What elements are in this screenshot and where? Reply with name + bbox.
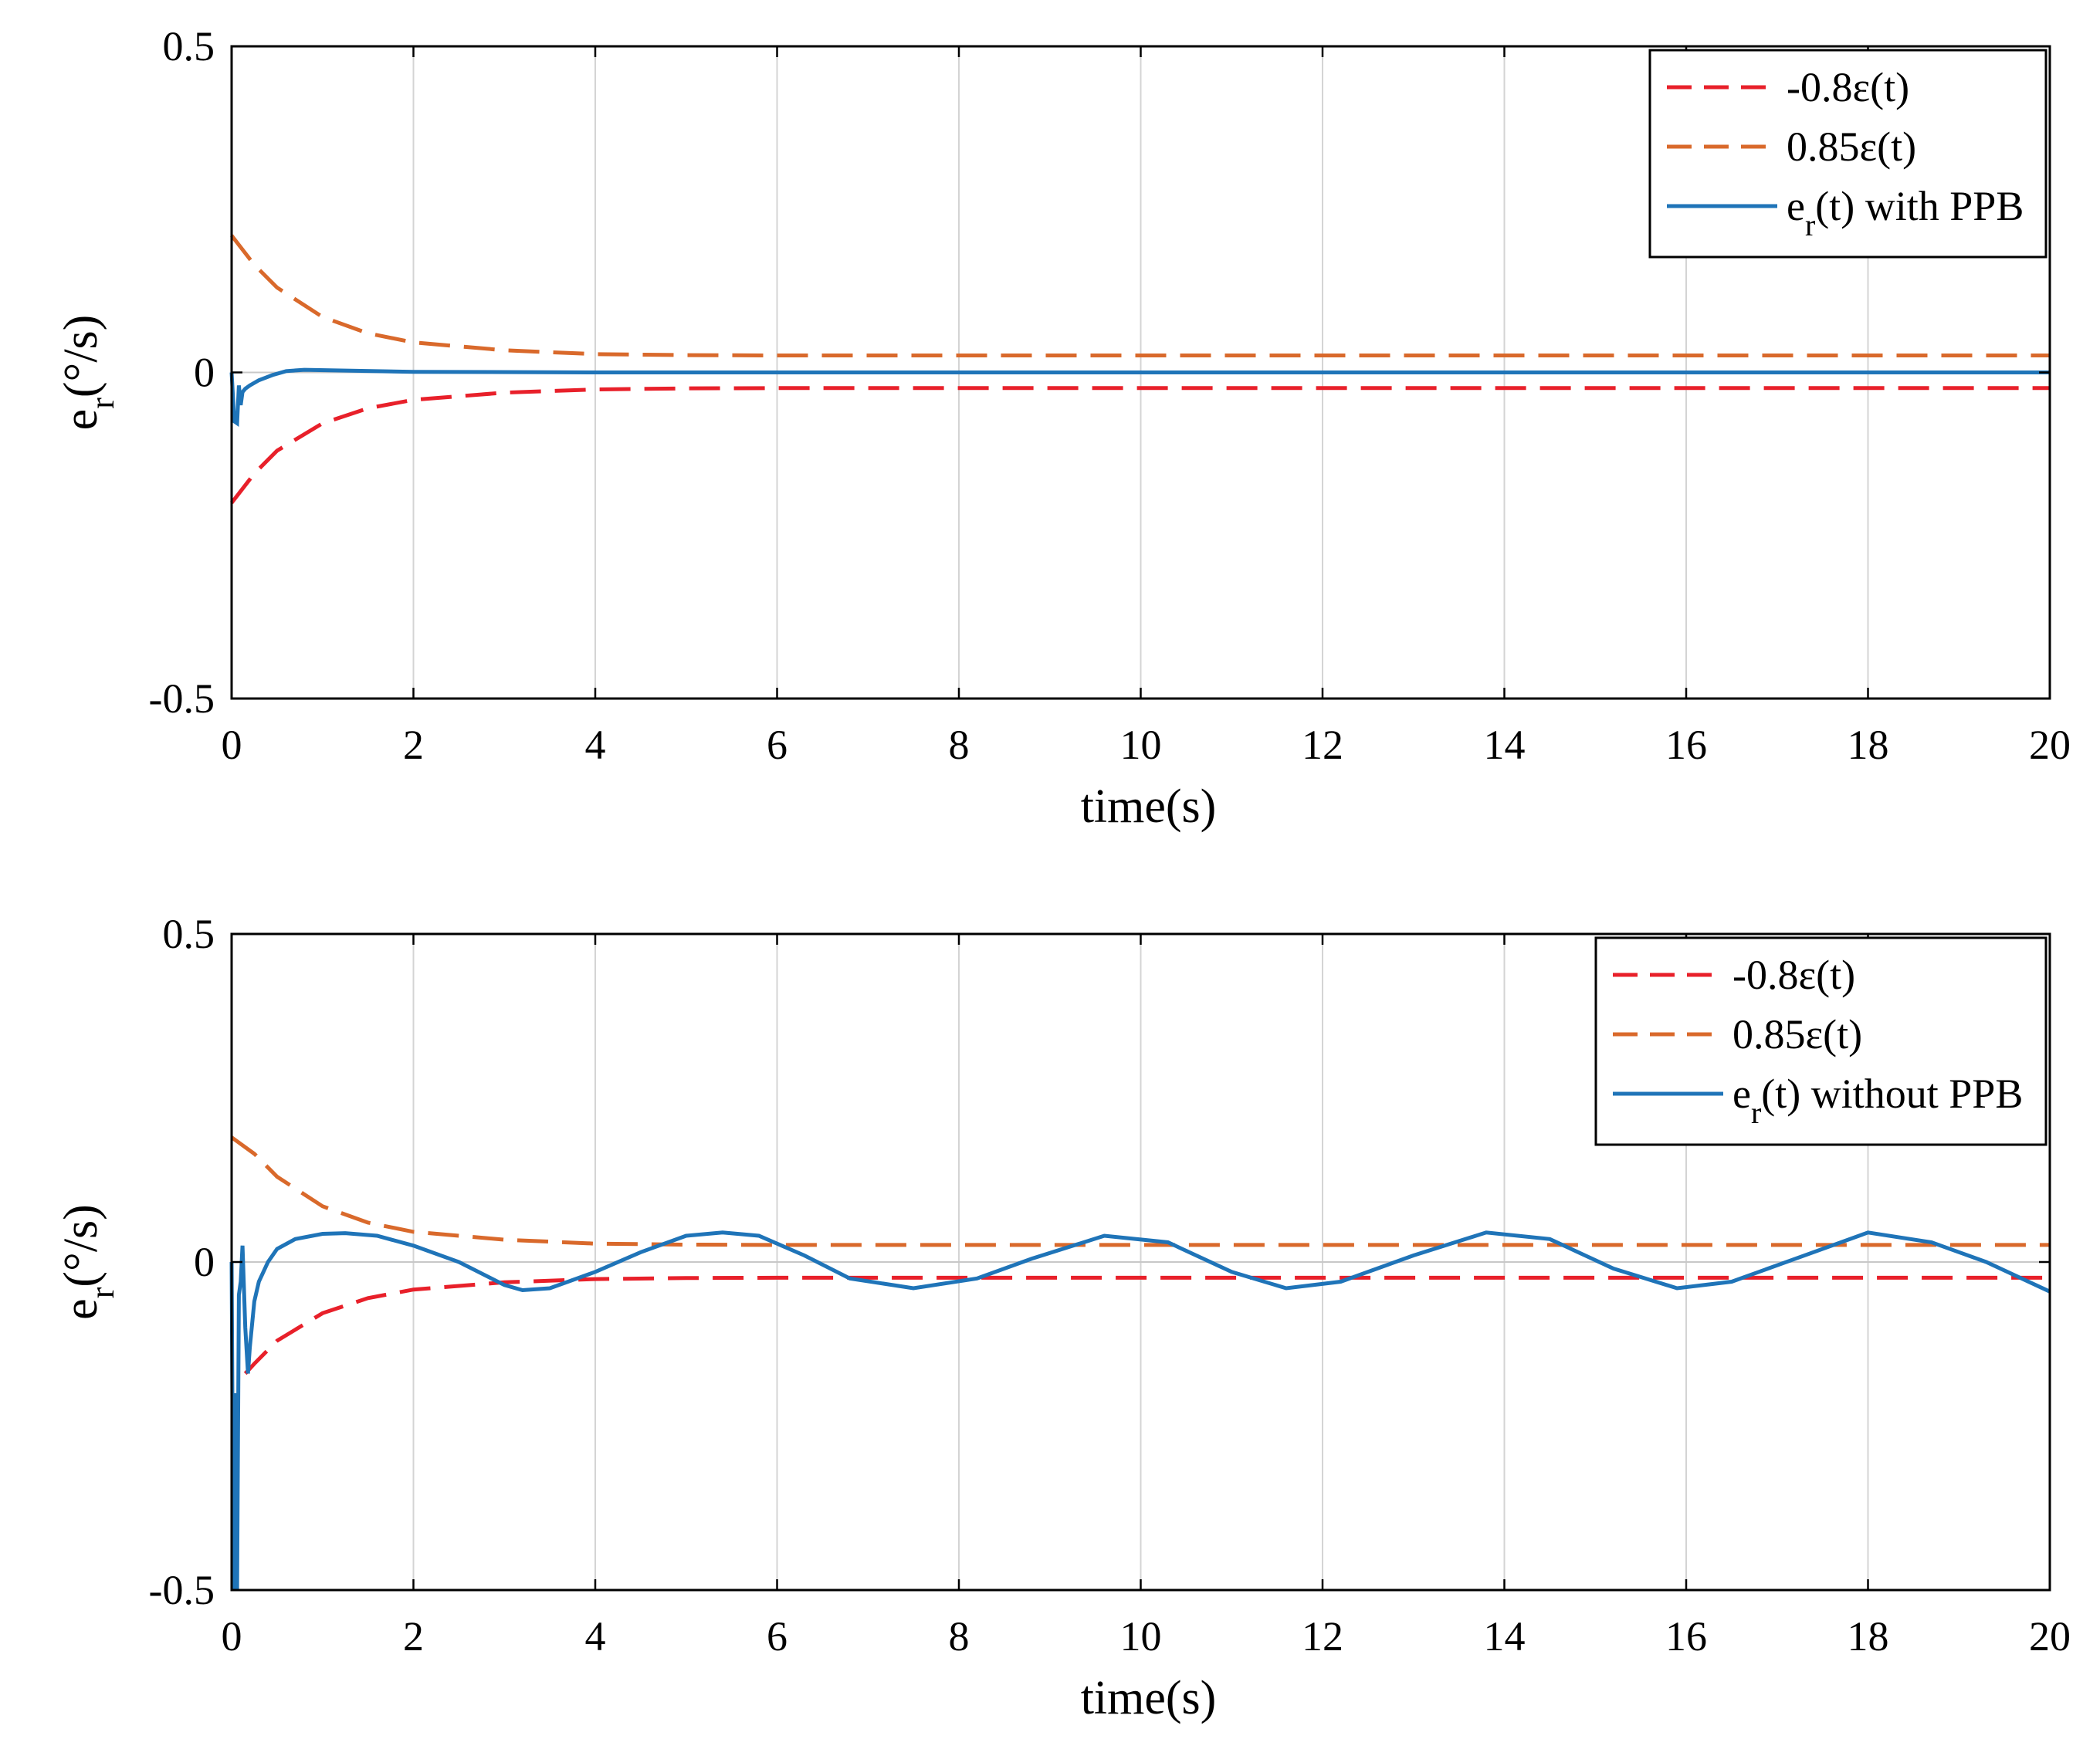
x-tick-label: 8: [949, 722, 970, 768]
y-axis-label-main: e: [55, 409, 107, 431]
series-line-0: [243, 1275, 2050, 1375]
x-tick-label: 12: [1302, 722, 1343, 768]
bottom-subplot: 0 2 4 6 8 10 12 14 16 18 200.50-0.5time(s)er(°/s)-…: [55, 911, 2071, 1724]
x-tick-label: 10: [1120, 722, 1162, 768]
series-line-1: [230, 234, 2050, 357]
legend-box: [1594, 936, 2048, 1146]
x-tick-label: 16: [1665, 722, 1707, 768]
y-axis-label: er(°/s): [55, 1204, 121, 1320]
legend-label-2: er(t) without PPB: [1732, 1071, 2023, 1130]
legend-label-1: 0.85ε(t): [1732, 1011, 1862, 1057]
legend-label-main: e: [1732, 1071, 1751, 1117]
top-subplot: 0 2 4 6 8 10 12 14 16 18 200.50-0.5time(s)er(°/s)-…: [55, 23, 2071, 833]
x-tick-label: 18: [1848, 722, 1889, 768]
legend-box: [1648, 49, 2048, 259]
y-axis-label-sub: r: [83, 1287, 121, 1298]
y-axis-label-unit: (°/s): [55, 315, 107, 398]
x-axis-label: time(s): [1081, 1672, 1217, 1724]
x-tick-label: 20: [2029, 1613, 2071, 1660]
y-tick-label: 0: [194, 1239, 215, 1285]
legend-label-rest: (t) with PPB: [1815, 183, 2024, 229]
y-tick-label: 0: [194, 350, 215, 396]
x-tick-label: 0: [222, 1613, 242, 1660]
y-tick-label: -0.5: [149, 675, 215, 722]
legend-label-sub: r: [1751, 1095, 1761, 1130]
legend-label-0: -0.8ε(t): [1732, 952, 1855, 998]
x-tick-label: 12: [1302, 1613, 1343, 1660]
x-tick-label: 6: [767, 722, 788, 768]
x-tick-label: 0: [222, 722, 242, 768]
x-tick-label: 18: [1848, 1613, 1889, 1660]
legend-label-0: -0.8ε(t): [1787, 64, 1909, 110]
legend-label-2: er(t) with PPB: [1787, 183, 2024, 242]
x-tick-label: 2: [403, 1613, 424, 1660]
legend-label-1: 0.85ε(t): [1787, 123, 1916, 170]
series-line-2: [229, 1230, 2051, 1591]
x-tick-label: 4: [585, 722, 606, 768]
y-tick-label: 0.5: [163, 23, 215, 69]
legend-label-rest: (t) without PPB: [1761, 1071, 2023, 1117]
x-tick-label: 20: [2029, 722, 2071, 768]
legend-label-sub: r: [1805, 208, 1815, 242]
legend: -0.8ε(t) 0.85ε(t) er(t) with PPB: [1648, 49, 2048, 259]
x-tick-label: 14: [1484, 722, 1526, 768]
x-tick-label: 4: [585, 1613, 606, 1660]
series-line-0: [230, 386, 2050, 505]
x-tick-label: 8: [949, 1613, 970, 1660]
x-tick-label: 6: [767, 1613, 788, 1660]
x-axis-label: time(s): [1081, 780, 1217, 833]
y-axis-label-unit: (°/s): [55, 1204, 107, 1287]
x-tick-label: 2: [403, 722, 424, 768]
x-tick-label: 14: [1484, 1613, 1526, 1660]
y-tick-label: -0.5: [149, 1567, 215, 1613]
y-axis-label-main: e: [55, 1298, 107, 1320]
x-tick-label: 16: [1665, 1613, 1707, 1660]
y-axis-label-sub: r: [83, 398, 121, 409]
x-tick-label: 10: [1120, 1613, 1162, 1660]
legend: -0.8ε(t) 0.85ε(t) er(t) without PPB: [1594, 936, 2048, 1146]
y-tick-label: 0.5: [163, 911, 215, 957]
y-axis-label: er(°/s): [55, 315, 121, 431]
series-line-2: [229, 367, 2050, 428]
legend-label-main: e: [1787, 183, 1805, 229]
